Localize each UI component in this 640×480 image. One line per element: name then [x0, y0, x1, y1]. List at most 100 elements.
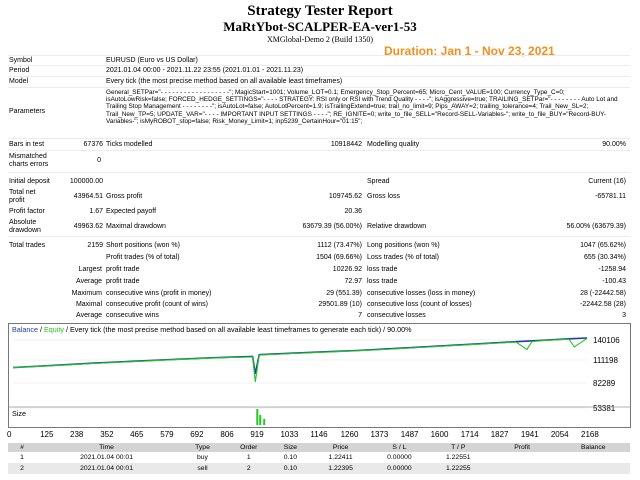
x-tick-label: 1487: [400, 430, 419, 439]
short-label: Short positions (won %): [106, 242, 180, 249]
pf-value: 1.67: [89, 208, 103, 215]
cell-size: 0.10: [269, 463, 312, 474]
maximal-cls-value: -22442.58 (28): [580, 301, 626, 308]
y-tick-label: 140106: [593, 336, 620, 345]
average-lt-value: -100.43: [602, 278, 626, 285]
cell-type: buy: [197, 454, 208, 461]
balance-chart: 140106 111198 82289 53381: [8, 323, 631, 428]
cell-sl: 0.00000: [387, 454, 412, 461]
parameters-value: General_SETPar="- - - - - - - - - - - - …: [106, 89, 618, 125]
balance-chart-svg: 140106 111198 82289 53381: [9, 336, 630, 425]
legend-separator: /: [37, 325, 44, 334]
quality-value: 90.00%: [602, 141, 626, 148]
period-label: Period: [9, 67, 30, 74]
avg-cw-value: 7: [358, 312, 362, 319]
maximal-label: Maximal: [75, 301, 102, 308]
parameters-label: Parameters: [9, 108, 46, 115]
ptrades-value: 1504 (69.66%): [316, 254, 362, 261]
size-bar: [256, 409, 259, 425]
x-tick-label: 692: [190, 430, 204, 439]
col-price: Price: [311, 443, 370, 452]
orders-table: # Time Type Order Size Price S / L T / P…: [8, 443, 630, 474]
x-tick-label: 806: [220, 430, 234, 439]
maximal-cls-label: consecutive loss (count of losses): [367, 301, 472, 308]
col-time: Time: [35, 443, 178, 452]
x-tick-label: 0: [7, 430, 12, 439]
legend-description: / Every tick (the most precise method ba…: [63, 325, 412, 334]
max-cl-value: 28 (-22442.58): [580, 290, 626, 297]
x-tick-label: 352: [100, 430, 114, 439]
legend-balance: Balance: [12, 325, 38, 334]
col-tp: T / P: [428, 443, 488, 452]
payoff-value: 20.36: [344, 208, 362, 215]
y-tick-label: 82289: [593, 379, 616, 388]
cell-type: sell: [177, 463, 228, 474]
avg-cl-label: consecutive losses: [367, 312, 426, 319]
quality-label: Modelling quality: [367, 141, 420, 148]
cell-number: 2: [8, 463, 36, 474]
divider: [8, 172, 630, 173]
table-row: 1 2021.01.04 00:01 buy 1 0.10 1.22411 0.…: [8, 452, 630, 463]
maxdd-value: 63679.39 (56.00%): [302, 223, 362, 230]
netprofit-label-2: profit: [9, 197, 25, 204]
cell-balance: [556, 463, 630, 474]
duration-label: Duration: Jan 1 - Nov 23, 2021: [384, 44, 555, 58]
netprofit-label-1: Total net: [9, 189, 36, 196]
y-tick-label: 111198: [593, 356, 618, 365]
col-size: Size: [269, 443, 312, 452]
reldd-value: 56.00% (63679.39): [566, 223, 626, 230]
ltrades-label: Loss trades (% of total): [367, 254, 439, 261]
divider: [8, 76, 630, 77]
x-tick-label: 2168: [581, 430, 599, 439]
x-tick-label: 238: [70, 430, 84, 439]
mismatch-label-1: Mismatched: [9, 153, 47, 160]
divider: [8, 55, 630, 56]
x-tick-label: 2054: [550, 430, 569, 439]
grossloss-label: Gross loss: [367, 193, 401, 200]
cell-order: 2: [227, 463, 270, 474]
cell-profit: [488, 452, 557, 463]
maximal-cp-label: consecutive profit (count of wins): [106, 301, 208, 308]
absdd-value: 49963.62: [73, 223, 103, 230]
ticks-label: Ticks modelled: [106, 141, 153, 148]
cell-tp: 1.22551: [445, 454, 471, 461]
average-label: Average: [76, 278, 102, 285]
average-lt-label: loss trade: [367, 278, 398, 285]
ptrades-label: Profit trades (% of total): [106, 254, 180, 261]
col-type: Type: [177, 443, 228, 452]
divider: [8, 236, 630, 237]
col-balance: Balance: [556, 443, 630, 452]
x-tick-label: 1373: [370, 430, 389, 439]
divider: [8, 150, 630, 151]
col-profit: Profit: [487, 443, 557, 452]
x-tick-label: 125: [40, 430, 54, 439]
size-bar: [259, 415, 262, 425]
ea-name: MaRtYbot-SCALPER-EA-ver1-53: [223, 19, 417, 34]
netprofit-value: 43964.51: [73, 193, 103, 200]
col-number: #: [8, 443, 36, 452]
deposit-label: Initial deposit: [9, 178, 50, 185]
pf-label: Profit factor: [9, 208, 45, 215]
max-cl-label: consecutive losses (loss in money): [367, 290, 476, 297]
server-name: XMGlobal-Demo 2 (Build 1350): [267, 35, 373, 44]
x-tick-label: 1260: [340, 430, 359, 439]
max-cw-value: 29 (551.39): [326, 290, 362, 297]
col-order: Order: [227, 443, 270, 452]
mismatch-value: 0: [97, 157, 101, 164]
divider: [8, 138, 630, 139]
largest-pt-label: profit trade: [106, 266, 140, 273]
absdd-label-2: drawdown: [9, 227, 41, 234]
period-value: 2021.01.04 00:00 - 2021.11.22 23:55 (202…: [106, 67, 304, 74]
model-label: Model: [9, 78, 29, 85]
largest-pt-value: 10226.92: [332, 266, 362, 273]
cell-order: 1: [246, 454, 251, 461]
long-value: 1047 (65.62%): [580, 242, 626, 249]
legend-equity: Equity: [43, 325, 64, 334]
x-tick-label: 579: [160, 430, 174, 439]
size-bar: [263, 419, 266, 425]
x-tick-label: 465: [130, 430, 144, 439]
divider: [8, 87, 630, 88]
spread-value: Current (16): [588, 178, 626, 185]
cell-number: 1: [20, 454, 24, 461]
cell-price: 1.22395: [311, 463, 370, 474]
